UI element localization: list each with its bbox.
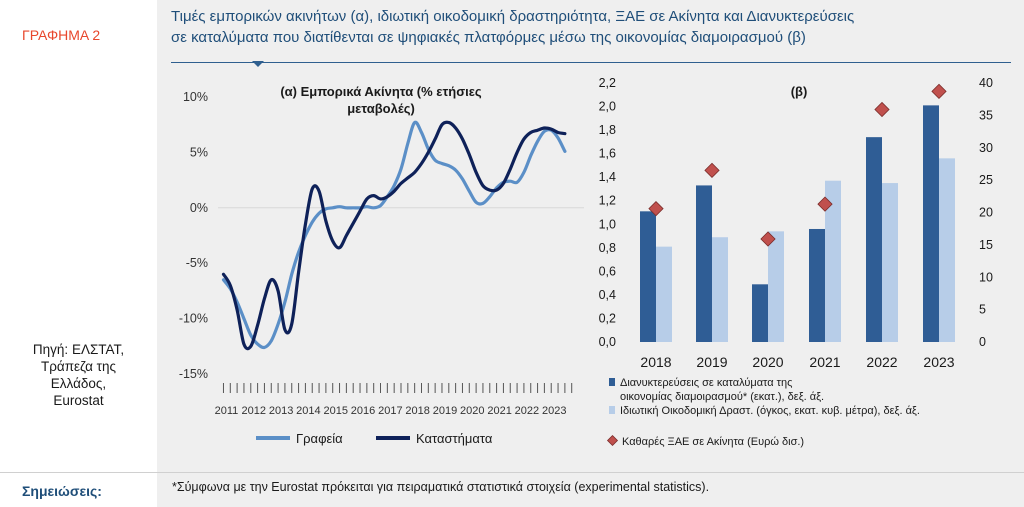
bar-overnight-stays [752,284,768,342]
y-right-tick-label: 20 [979,206,993,220]
y-tick-label: 0% [190,201,208,215]
y-left-tick-label: 0,2 [599,311,616,325]
legend-label-overnight-stays: Διανυκτερεύσεις σε καταλύματα της [620,377,792,389]
title-divider [171,62,1011,63]
bar-overnight-stays [696,185,712,342]
legend-label-offices: Γραφεία [296,431,343,446]
marker-fdi [704,162,720,179]
source-line: Πηγή: ΕΛΣΤΑΤ, [32,342,125,357]
x-category-label: 2018 [640,354,671,370]
source-line: Eurostat [53,393,104,408]
x-tick-label: 2017 [378,405,402,417]
figure-title-line: Τιμές εμπορικών ακινήτων (α), ιδιωτική ο… [171,8,855,25]
marker-fdi [760,231,776,247]
y-right-tick-label: 5 [979,303,986,317]
legend-label-fdi: Καθαρές ΞΑΕ σε Ακίνητα (Ευρώ δισ.) [622,436,804,448]
marker-fdi [817,196,833,212]
chart-a-title: μεταβολές) [347,101,415,116]
y-left-tick-label: 2,0 [599,100,616,114]
y-right-tick-label: 30 [979,141,993,155]
sidebar [0,0,157,472]
x-category-label: 2023 [923,354,954,370]
series-line-shops [221,120,567,351]
legend-label-building-activity: Ιδιωτική Οικοδομική Δραστ. (όγκος, εκατ.… [620,405,920,417]
y-right-tick-label: 35 [979,108,993,122]
y-left-tick-label: 1,8 [599,123,616,137]
x-category-label: 2020 [752,354,783,370]
y-left-tick-label: 0,4 [599,288,616,302]
bar-overnight-stays [923,105,939,342]
y-right-tick-label: 25 [979,173,993,187]
footer-left [0,472,157,507]
x-tick-label: 2011 [215,405,239,417]
y-tick-label: 5% [190,145,208,159]
marker-fdi [874,101,890,118]
y-left-tick-label: 1,4 [599,170,616,184]
bar-building-activity [882,183,898,342]
y-tick-label: 10% [183,90,208,104]
y-right-tick-label: 40 [979,76,993,90]
title-pointer [252,61,264,67]
source-note: Πηγή: ΕΛΣΤΑΤ, Τράπεζα της Ελλάδος, Euros… [0,341,157,409]
y-right-tick-label: 0 [979,335,986,349]
x-tick-label: 2014 [296,405,320,417]
marker-fdi [931,83,947,100]
figure-label: ΓΡΑΦΗΜΑ 2 [22,27,101,43]
bar-building-activity [939,158,955,342]
x-category-label: 2019 [696,354,727,370]
line-chart: 10% 5% 0% -5% -10% -15% 2011 2012 2013 2014 2015 20… [179,90,584,417]
bar-overnight-stays [809,228,825,342]
legend-swatch-building-activity [609,406,615,414]
footer-right [157,472,1024,507]
y-left-tick-label: 0,6 [599,264,616,278]
legend-swatch-overnight-stays [609,378,615,386]
x-tick-label: 2013 [269,405,293,417]
x-tick-label: 2012 [242,405,266,417]
legend-b: Διανυκτερεύσεις σε καταλύματα της οικονο… [606,377,920,448]
x-tick-label: 2018 [405,405,429,417]
y-left-tick-label: 1,0 [599,217,616,231]
x-tick-label: 2019 [433,405,457,417]
x-tick-label: 2016 [351,405,375,417]
x-tick-label: 2022 [515,405,539,417]
y-tick-label: -10% [179,312,208,326]
source-line: Τράπεζα της [40,359,116,374]
legend-label-overnight-stays: οικονομίας διαμοιρασμού* (εκατ.), δεξ. ά… [620,391,824,403]
notes-text: *Σύμφωνα με την Eurostat πρόκειται για π… [172,480,710,494]
y-right-tick-label: 10 [979,270,993,284]
x-tick-label: 2021 [487,405,511,417]
bar-building-activity [712,237,728,342]
legend-a: Γραφεία Καταστήματα [256,431,493,446]
x-tick-label: 2020 [460,405,484,417]
y-tick-label: -15% [179,367,208,381]
y-left-tick-label: 0,8 [599,241,616,255]
y-left-tick-label: 1,2 [599,194,616,208]
bar-building-activity [656,246,672,342]
chart-b-title: (β) [791,84,808,99]
bar-overnight-stays [866,137,882,342]
legend-swatch-fdi [606,434,619,447]
series-line-offices [221,120,567,350]
notes-label: Σημειώσεις: [22,483,102,499]
y-tick-label: -5% [186,256,208,270]
figure-title-line: σε καταλύματα που διατίθενται σε ψηφιακέ… [171,29,806,46]
x-category-label: 2021 [809,354,840,370]
y-left-tick-label: 2,2 [599,76,616,90]
bar-building-activity [825,180,841,342]
y-right-tick-label: 15 [979,238,993,252]
y-left-tick-label: 1,6 [599,147,616,161]
bar-chart: 2,2 2,0 1,8 1,6 1,4 1,2 1,0 0,8 0,6 0,4 0,2 0,0 40 35… [599,76,993,370]
chart-a-title: (α) Εμπορικά Ακίνητα (% ετήσιες [280,84,482,99]
source-line: Ελλάδος, [50,376,107,391]
x-category-label: 2022 [866,354,897,370]
bar-overnight-stays [640,211,656,342]
legend-label-shops: Καταστήματα [416,431,493,446]
figure-title: Τιμές εμπορικών ακινήτων (α), ιδιωτική ο… [171,6,1011,48]
x-tick-label: 2015 [323,405,347,417]
x-tick-label: 2023 [542,405,566,417]
y-left-tick-label: 0,0 [599,335,616,349]
bar-building-activity [768,231,784,342]
marker-fdi [648,200,664,217]
